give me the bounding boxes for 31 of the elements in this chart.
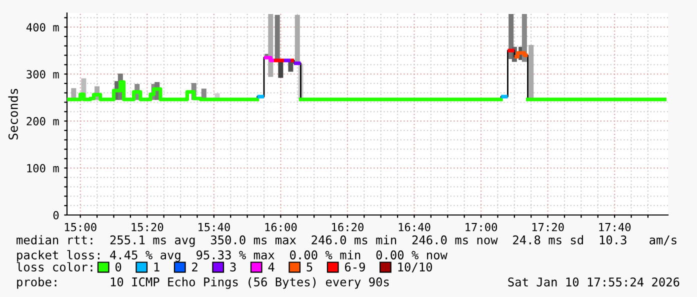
bar bbox=[268, 14, 274, 77]
y-axis-title: Seconds bbox=[8, 88, 18, 140]
x-tick-label: 16:00 bbox=[265, 222, 297, 232]
x-tick-label: 17:20 bbox=[532, 222, 564, 232]
text: packet loss: 4.45 % avg 95.33 % max 0.00 % min 0.00 % now bbox=[17, 250, 448, 262]
x-tick-label: 15:00 bbox=[64, 222, 96, 232]
legend-label: 0 bbox=[116, 262, 122, 272]
text: Sat Jan 10 17:55:24 2026 bbox=[508, 277, 680, 286]
legend-label: 5 bbox=[306, 262, 312, 272]
y-tick-label: 0 bbox=[53, 211, 59, 220]
x-tick-label: 16:40 bbox=[398, 222, 430, 232]
text: median rtt: 255.1 ms avg 350.0 ms max 246.0 ms min 246.0 ms now 24.8 ms sd 10.3 am/s bbox=[16, 235, 676, 247]
y-tick-label: 200 m bbox=[26, 117, 59, 126]
x-tick-label: 16:20 bbox=[332, 222, 364, 232]
y-tick-label: 100 m bbox=[27, 164, 59, 172]
y-tick-label: 400 m bbox=[26, 23, 59, 32]
x-tick-label: 17:00 bbox=[466, 222, 498, 232]
text: probe: 10 ICMP Echo Pings (56 Bytes) every 90s bbox=[17, 277, 389, 289]
x-tick-label: 17:40 bbox=[599, 222, 631, 232]
legend-title: loss color: bbox=[16, 262, 92, 272]
legend-label: 6-9 bbox=[344, 262, 365, 272]
x-tick-label: 15:20 bbox=[132, 222, 164, 232]
legend-label: 4 bbox=[268, 262, 274, 272]
bar bbox=[528, 44, 534, 100]
bar bbox=[274, 14, 280, 60]
legend-label: 2 bbox=[192, 262, 198, 272]
legend-label: 1 bbox=[154, 262, 160, 272]
x-tick-label: 15:40 bbox=[198, 222, 230, 232]
y-tick-label: 300 m bbox=[26, 70, 59, 78]
legend-label: 3 bbox=[230, 262, 236, 272]
legend-label: 10/10 bbox=[398, 262, 432, 272]
